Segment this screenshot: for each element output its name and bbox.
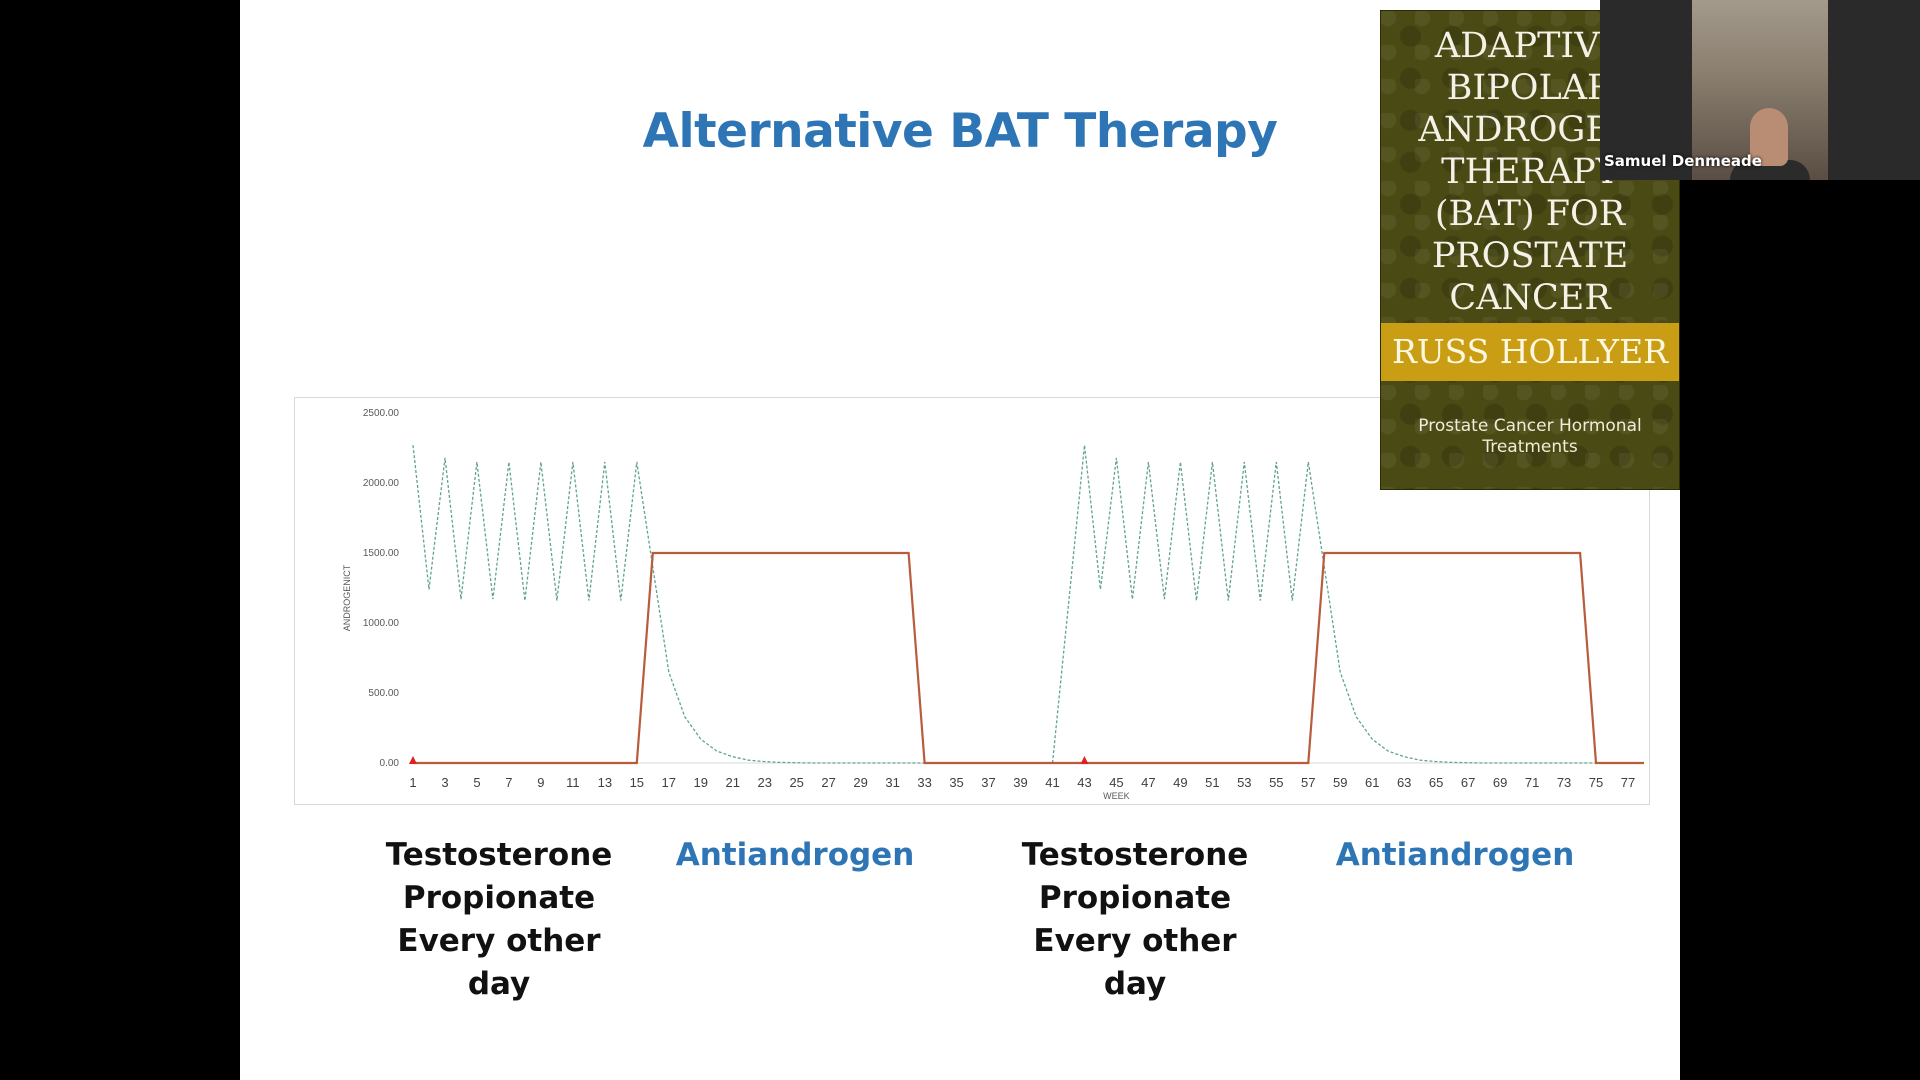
- x-tick-label: 35: [949, 775, 963, 790]
- participant-name: Samuel Denmeade: [1604, 152, 1762, 170]
- x-tick-label: 55: [1269, 775, 1283, 790]
- caption-antiandrogen-1: Antiandrogen: [675, 837, 915, 873]
- slide-title: Alternative BAT Therapy: [642, 104, 1278, 159]
- x-axis-label: WEEK: [1103, 791, 1130, 801]
- series-line-1: [413, 551, 1644, 765]
- x-tick-label: 37: [981, 775, 995, 790]
- x-tick-label: 19: [694, 775, 708, 790]
- x-tick-label: 69: [1493, 775, 1507, 790]
- x-tick-label: 39: [1013, 775, 1027, 790]
- x-tick-label: 7: [505, 775, 512, 790]
- x-tick-label: 61: [1365, 775, 1379, 790]
- x-tick-label: 57: [1301, 775, 1315, 790]
- x-tick-label: 67: [1461, 775, 1475, 790]
- x-tick-label: 27: [821, 775, 835, 790]
- x-tick-label: 11: [566, 775, 580, 790]
- participant-face: [1750, 108, 1788, 166]
- x-tick-label: 13: [598, 775, 612, 790]
- x-tick-label: 5: [473, 775, 480, 790]
- x-tick-label: 25: [789, 775, 803, 790]
- participant-shirt: [1730, 160, 1810, 180]
- x-tick-label: 53: [1237, 775, 1251, 790]
- x-tick-label: 43: [1077, 775, 1091, 790]
- x-tick-label: 65: [1429, 775, 1443, 790]
- x-tick-label: 1: [409, 775, 416, 790]
- book-author: RUSS HOLLYER: [1391, 332, 1669, 371]
- book-author-band: RUSS HOLLYER: [1381, 323, 1679, 381]
- x-tick-label: 77: [1621, 775, 1635, 790]
- start-marker: [409, 756, 417, 764]
- participant-video-tile[interactable]: Samuel Denmeade: [1600, 0, 1920, 180]
- x-tick-label: 33: [917, 775, 931, 790]
- book-subtitle: Prostate Cancer Hormonal Treatments: [1418, 416, 1642, 457]
- caption-testosterone-1: Testosterone Propionate Every other day: [385, 837, 613, 1002]
- x-tick-label: 3: [441, 775, 448, 790]
- video-feed: [1692, 0, 1828, 180]
- series-line-0: [412, 445, 1644, 764]
- x-tick-label: 21: [726, 775, 740, 790]
- y-tick-label: 1000.00: [363, 618, 400, 629]
- caption-testosterone-2: Testosterone Propionate Every other day: [1021, 837, 1249, 1002]
- x-tick-label: 15: [630, 775, 644, 790]
- x-tick-label: 71: [1525, 775, 1539, 790]
- x-tick-label: 23: [757, 775, 771, 790]
- book-cover-image: ADAPTIVE BIPOLAR ANDROGEN THERAPY (BAT) …: [1380, 10, 1680, 490]
- caption-antiandrogen-2: Antiandrogen: [1335, 837, 1575, 873]
- y-tick-label: 2000.00: [363, 478, 400, 489]
- book-title: ADAPTIVE BIPOLAR ANDROGEN THERAPY (BAT) …: [1418, 26, 1642, 318]
- x-tick-label: 75: [1589, 775, 1603, 790]
- x-tick-label: 51: [1205, 775, 1219, 790]
- y-tick-label: 2500.00: [363, 408, 400, 419]
- x-tick-label: 47: [1141, 775, 1155, 790]
- y-tick-label: 0.00: [380, 758, 400, 769]
- x-tick-label: 59: [1333, 775, 1347, 790]
- start-marker: [1080, 756, 1089, 764]
- y-tick-label: 1500.00: [363, 548, 400, 559]
- x-tick-label: 49: [1173, 775, 1187, 790]
- y-axis-label: ANDROGENICT: [342, 564, 352, 631]
- x-tick-label: 29: [853, 775, 867, 790]
- x-tick-label: 73: [1557, 775, 1571, 790]
- y-tick-label: 500.00: [368, 688, 399, 699]
- x-tick-label: 63: [1397, 775, 1411, 790]
- x-tick-label: 41: [1045, 775, 1059, 790]
- x-tick-label: 45: [1109, 775, 1123, 790]
- x-tick-label: 9: [537, 775, 544, 790]
- x-tick-label: 17: [662, 775, 676, 790]
- x-tick-label: 31: [885, 775, 899, 790]
